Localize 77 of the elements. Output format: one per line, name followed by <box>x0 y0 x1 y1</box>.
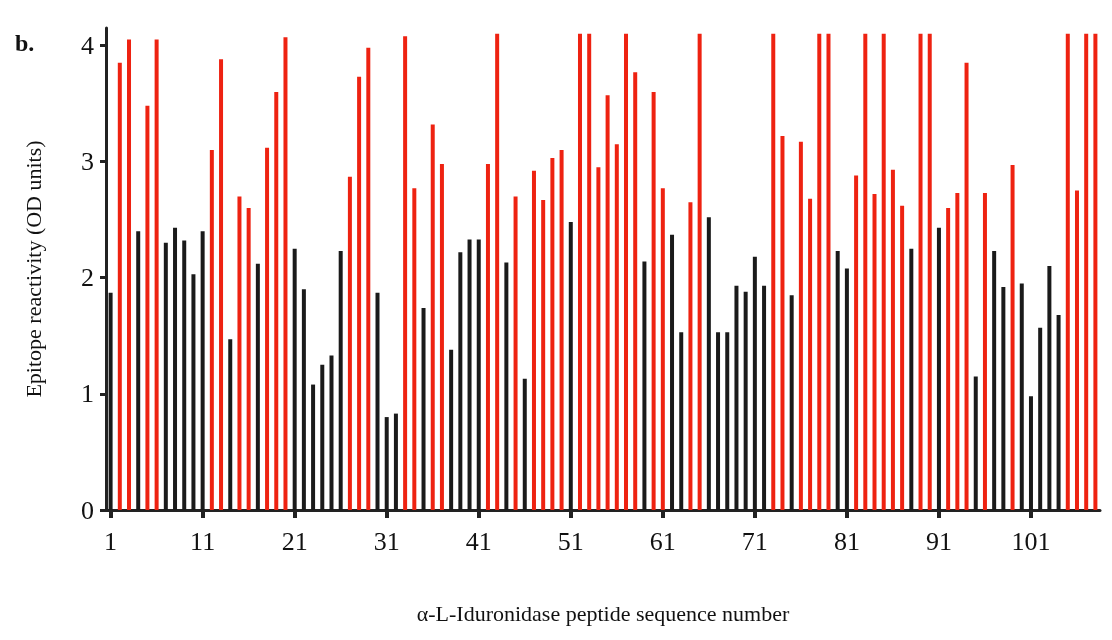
bar <box>237 196 242 510</box>
bar <box>531 170 536 510</box>
bar <box>697 33 702 510</box>
bar <box>900 205 905 510</box>
x-tick-label: 51 <box>557 526 584 556</box>
y-tick-label: 4 <box>81 30 94 60</box>
x-tick-label: 1 <box>104 526 118 556</box>
x-tick-label: 101 <box>1011 526 1051 556</box>
bar <box>541 199 546 510</box>
bar <box>209 149 214 510</box>
y-tick-label: 2 <box>81 263 94 293</box>
bar <box>872 194 877 510</box>
bar <box>495 33 500 510</box>
bar <box>127 39 132 510</box>
bar <box>145 105 150 510</box>
bar <box>633 72 638 510</box>
bar <box>1074 190 1079 510</box>
x-tick-label: 61 <box>649 526 676 556</box>
bar <box>808 198 813 510</box>
bar <box>596 167 601 510</box>
bar <box>366 47 371 510</box>
y-tick-label: 1 <box>81 379 94 409</box>
bar <box>927 33 932 510</box>
bar <box>863 33 868 510</box>
bar <box>550 158 555 510</box>
bar <box>614 144 619 510</box>
bar <box>982 192 987 510</box>
bar <box>587 33 592 510</box>
x-axis-title: α-L-Iduronidase peptide sequence number <box>416 600 790 626</box>
y-tick-label: 0 <box>81 495 94 525</box>
bar <box>817 33 822 510</box>
x-tick-label: 41 <box>465 526 492 556</box>
x-tick-label: 31 <box>373 526 400 556</box>
bar <box>439 163 444 510</box>
bar <box>485 163 490 510</box>
bar <box>651 91 656 510</box>
bar <box>559 149 564 510</box>
bar <box>854 175 859 510</box>
x-tick-label: 11 <box>190 526 216 556</box>
bar <box>283 37 288 510</box>
bar <box>780 136 785 510</box>
bar <box>403 36 408 510</box>
bar <box>219 59 224 510</box>
bar <box>265 147 270 510</box>
bar <box>1010 165 1015 510</box>
bar <box>357 76 362 510</box>
bar <box>1093 33 1098 510</box>
bar <box>964 62 969 510</box>
bar <box>412 188 417 510</box>
y-tick-label: 3 <box>81 147 94 177</box>
x-tick-label: 21 <box>281 526 308 556</box>
bar <box>688 202 693 510</box>
x-tick-label: 81 <box>833 526 860 556</box>
bar <box>955 192 960 510</box>
bar <box>154 39 159 510</box>
bar <box>577 33 582 510</box>
bar <box>946 208 951 510</box>
bar <box>1065 33 1070 510</box>
bar <box>430 124 435 510</box>
bar <box>826 33 831 510</box>
bar <box>918 33 923 510</box>
x-tick-label: 91 <box>925 526 952 556</box>
bar <box>347 176 352 510</box>
bar <box>771 33 776 510</box>
bar <box>890 169 895 510</box>
bar <box>274 91 279 510</box>
bar <box>798 141 803 510</box>
bar <box>881 33 886 510</box>
bar <box>624 33 629 510</box>
bar <box>1084 33 1089 510</box>
y-axis-title: Epitope reactivity (OD units) <box>20 140 46 398</box>
x-tick-label: 71 <box>741 526 768 556</box>
chart-title: b. <box>15 30 35 56</box>
bar <box>246 208 251 510</box>
bar <box>605 95 610 510</box>
bar <box>117 62 122 510</box>
bar <box>513 196 518 510</box>
